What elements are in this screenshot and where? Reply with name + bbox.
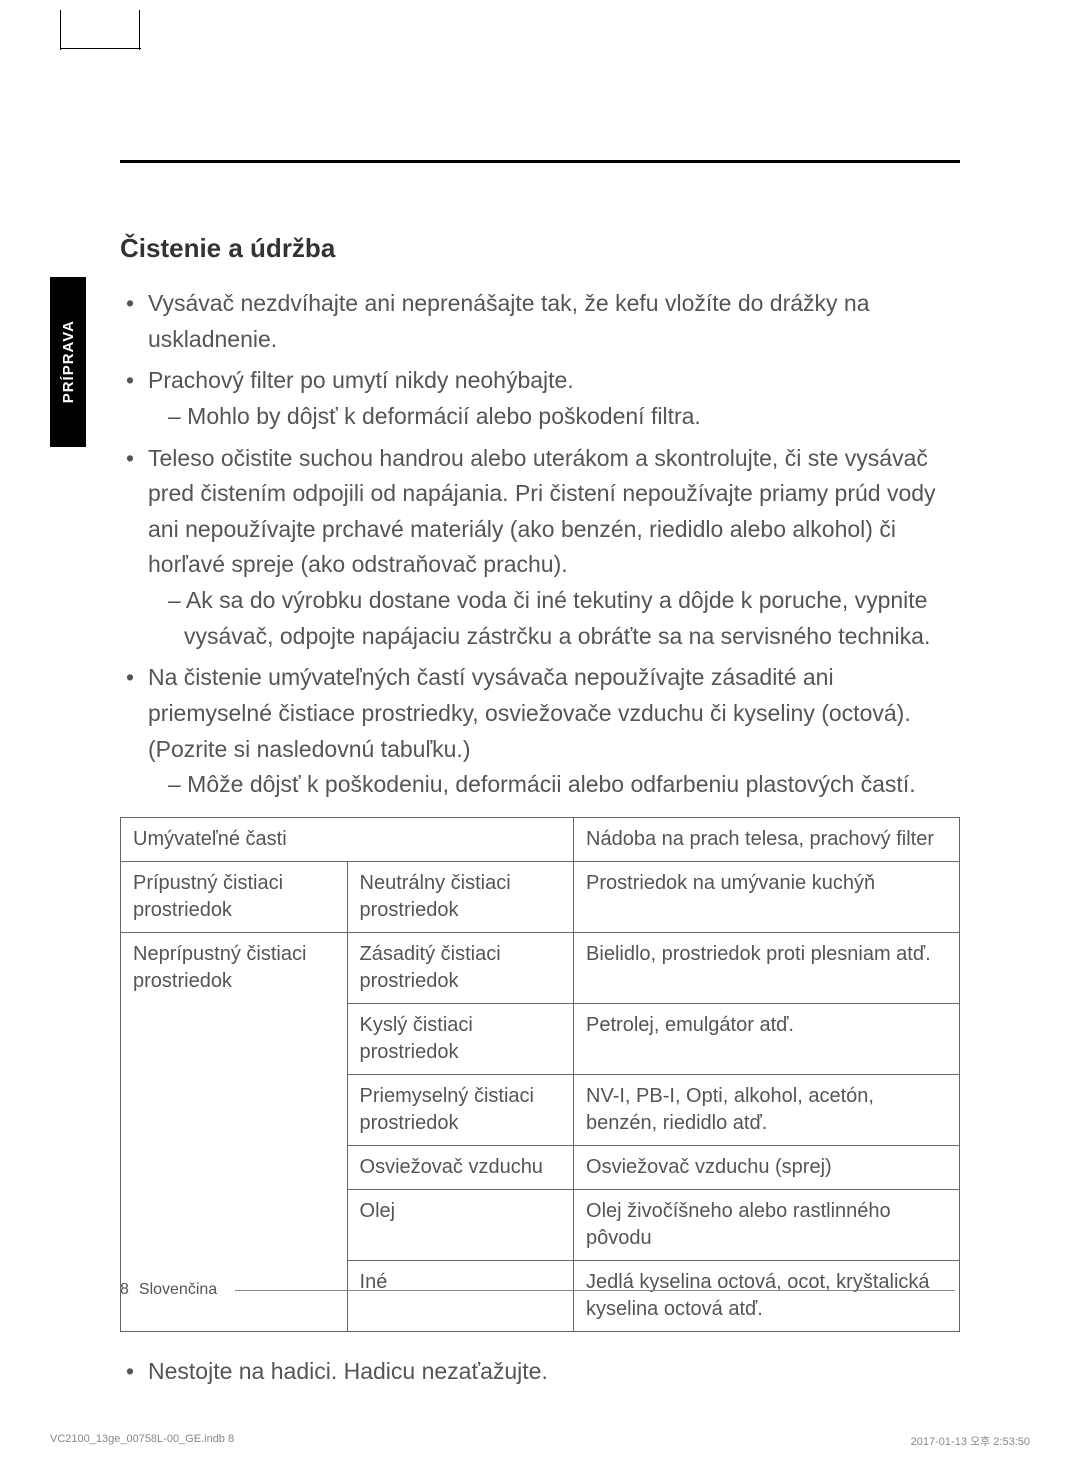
table-cell: Osviežovač vzduchu <box>347 1145 574 1189</box>
table-cell: NV-I, PB-I, Opti, alkohol, acetón, benzé… <box>574 1074 960 1145</box>
bullet-text: Teleso očistite suchou handrou alebo ute… <box>148 445 936 578</box>
print-marks: VC2100_13ge_00758L-00_GE.indb 8 2017-01-… <box>50 1433 1030 1449</box>
print-left: VC2100_13ge_00758L-00_GE.indb 8 <box>50 1433 234 1449</box>
bullet-sub: – Môže dôjsť k poškodeniu, deformácii al… <box>148 767 960 803</box>
bullet-list: Vysávač nezdvíhajte ani neprenášajte tak… <box>120 286 960 803</box>
section-title: Čistenie a údržba <box>120 233 960 264</box>
bullet-text: Prachový filter po umytí nikdy neohýbajt… <box>148 367 574 393</box>
bullet-text: Vysávač nezdvíhajte ani neprenášajte tak… <box>148 290 870 352</box>
table-cell: Prípustný čistiaci prostriedok <box>121 861 348 932</box>
table-row: Umývateľné časti Nádoba na prach telesa,… <box>121 817 960 861</box>
table-cell: Umývateľné časti <box>121 817 574 861</box>
bullet-list: Nestojte na hadici. Hadicu nezaťažujte. <box>120 1354 960 1390</box>
table-cell: Zásaditý čistiaci prostriedok <box>347 932 574 1003</box>
bullet-item: Prachový filter po umytí nikdy neohýbajt… <box>120 363 960 434</box>
bullet-sub-text: – Ak sa do výrobku dostane voda či iné t… <box>168 583 960 654</box>
table-cell: Prostriedok na umývanie kuchýň <box>574 861 960 932</box>
bullet-item: Nestojte na hadici. Hadicu nezaťažujte. <box>120 1354 960 1390</box>
table-cell: Osviežovač vzduchu (sprej) <box>574 1145 960 1189</box>
table-cell: Nádoba na prach telesa, prachový filter <box>574 817 960 861</box>
table-row: Prípustný čistiaci prostriedok Neutrálny… <box>121 861 960 932</box>
table-cell: Priemyselný čistiaci prostriedok <box>347 1074 574 1145</box>
page-number: 8 <box>120 1281 129 1299</box>
bullet-item: Vysávač nezdvíhajte ani neprenášajte tak… <box>120 286 960 357</box>
table-row: Neprípustný čistiaci prostriedok Zásadit… <box>121 932 960 1003</box>
bullet-text: Na čistenie umývateľných častí vysávača … <box>148 664 911 761</box>
footer-rule <box>235 1290 955 1291</box>
cleaning-table: Umývateľné časti Nádoba na prach telesa,… <box>120 817 960 1332</box>
table-cell: Olej <box>347 1189 574 1260</box>
bullet-item: Teleso očistite suchou handrou alebo ute… <box>120 441 960 655</box>
table-cell: Petrolej, emulgátor atď. <box>574 1003 960 1074</box>
bullet-text: Nestojte na hadici. Hadicu nezaťažujte. <box>148 1358 548 1384</box>
bullet-sub: – Mohlo by dôjsť k deformácií alebo pošk… <box>148 399 960 435</box>
print-right: 2017-01-13 오후 2:53:50 <box>911 1433 1030 1449</box>
footer-lang: Slovenčina <box>139 1281 217 1299</box>
top-rule <box>120 160 960 163</box>
page-content: Čistenie a údržba Vysávač nezdvíhajte an… <box>0 0 1080 1456</box>
table-cell: Neutrálny čistiaci prostriedok <box>347 861 574 932</box>
page-footer: 8 Slovenčina <box>120 1281 955 1299</box>
table-cell: Bielidlo, prostriedok proti plesniam atď… <box>574 932 960 1003</box>
table-cell: Neprípustný čistiaci prostriedok <box>121 932 348 1331</box>
table-cell: Olej živočíšneho alebo rastlinného pôvod… <box>574 1189 960 1260</box>
table-cell: Kyslý čistiaci prostriedok <box>347 1003 574 1074</box>
bullet-sub: – Ak sa do výrobku dostane voda či iné t… <box>148 583 960 654</box>
bullet-item: Na čistenie umývateľných častí vysávača … <box>120 660 960 803</box>
